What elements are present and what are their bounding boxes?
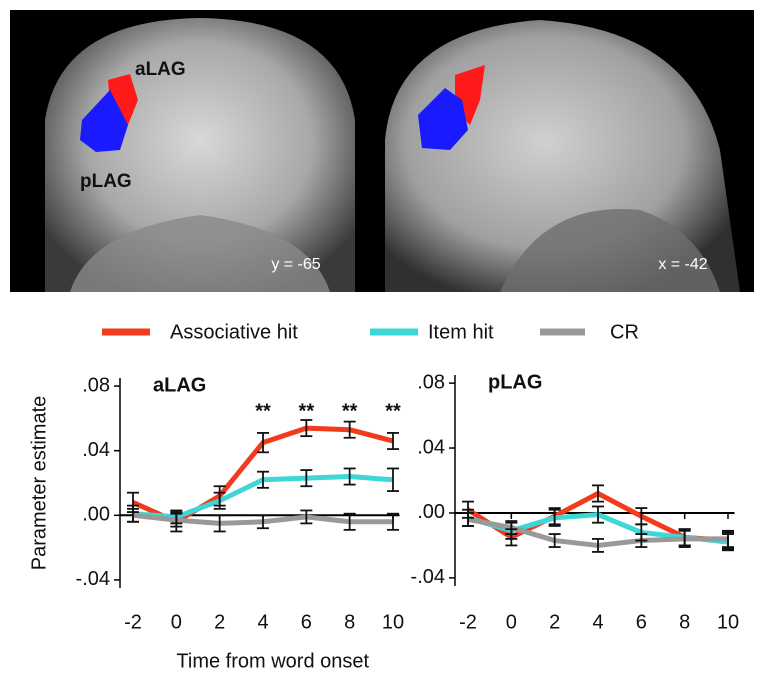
error-bar bbox=[635, 533, 648, 548]
y-tick-label: .08 bbox=[417, 371, 445, 393]
x-tick-label: 8 bbox=[344, 611, 355, 633]
coronal-slice: aLAG pLAG y = -65 bbox=[45, 18, 355, 292]
y-tick-label: .00 bbox=[82, 504, 110, 526]
error-bar bbox=[343, 467, 356, 486]
significance-marker: ** bbox=[385, 400, 401, 422]
chart-title: pLAG bbox=[488, 371, 542, 393]
y-tick-label: .00 bbox=[417, 501, 445, 523]
y-tick-label: .04 bbox=[82, 439, 110, 461]
error-bar bbox=[257, 514, 269, 530]
error-bar bbox=[257, 432, 269, 454]
x-tick-label: 2 bbox=[214, 611, 225, 633]
error-bar bbox=[592, 538, 604, 553]
x-axis-title: Time from word onset bbox=[176, 650, 369, 672]
x-tick-label: -2 bbox=[459, 611, 477, 633]
error-bar bbox=[387, 467, 399, 492]
significance-marker: ** bbox=[342, 400, 358, 422]
significance-marker: ** bbox=[299, 400, 315, 422]
x-tick-label: 0 bbox=[506, 611, 517, 633]
error-bar bbox=[462, 512, 474, 527]
error-bar bbox=[548, 533, 561, 548]
x-tick-label: 2 bbox=[549, 611, 560, 633]
error-bar bbox=[592, 505, 604, 524]
legend-label: Item hit bbox=[428, 321, 494, 343]
y-tick-label: -.04 bbox=[411, 566, 445, 588]
x-tick-label: 4 bbox=[592, 611, 603, 633]
error-bar bbox=[678, 529, 691, 548]
error-bar bbox=[213, 491, 226, 510]
error-bar bbox=[387, 432, 399, 450]
region-label: aLAG bbox=[135, 59, 186, 80]
error-bar bbox=[213, 514, 226, 533]
legend-label: Associative hit bbox=[170, 321, 298, 343]
x-tick-label: 6 bbox=[301, 611, 312, 633]
region-label: pLAG bbox=[80, 171, 132, 192]
x-tick-label: 6 bbox=[636, 611, 647, 633]
error-bar bbox=[505, 520, 518, 535]
error-bar bbox=[300, 469, 313, 488]
error-bar bbox=[300, 419, 313, 438]
x-tick-label: 8 bbox=[679, 611, 690, 633]
x-tick-label: 4 bbox=[257, 611, 268, 633]
error-bar bbox=[127, 507, 139, 523]
x-tick-label: 10 bbox=[717, 611, 739, 633]
error-bar bbox=[592, 484, 604, 503]
x-tick-label: 0 bbox=[171, 611, 182, 633]
error-bar bbox=[343, 420, 356, 439]
error-bar bbox=[300, 509, 313, 525]
y-tick-label: .04 bbox=[417, 436, 445, 458]
error-bar bbox=[722, 529, 734, 548]
sagittal-slice: x = -42 bbox=[385, 20, 740, 292]
y-tick-label: -.04 bbox=[76, 568, 110, 590]
chart-title: aLAG bbox=[153, 374, 206, 396]
slice-coordinate: y = -65 bbox=[271, 256, 320, 273]
error-bar bbox=[387, 512, 399, 531]
x-tick-label: -2 bbox=[124, 611, 142, 633]
slice-coordinate: x = -42 bbox=[658, 256, 707, 273]
legend-label: CR bbox=[610, 321, 639, 343]
significance-marker: ** bbox=[255, 400, 271, 422]
y-axis-title: Parameter estimate bbox=[28, 396, 50, 571]
error-bar bbox=[343, 512, 356, 531]
error-bar bbox=[548, 508, 561, 527]
error-bar bbox=[170, 512, 183, 528]
x-tick-label: 10 bbox=[382, 611, 404, 633]
error-bar bbox=[257, 470, 269, 489]
y-tick-label: .08 bbox=[82, 374, 110, 396]
